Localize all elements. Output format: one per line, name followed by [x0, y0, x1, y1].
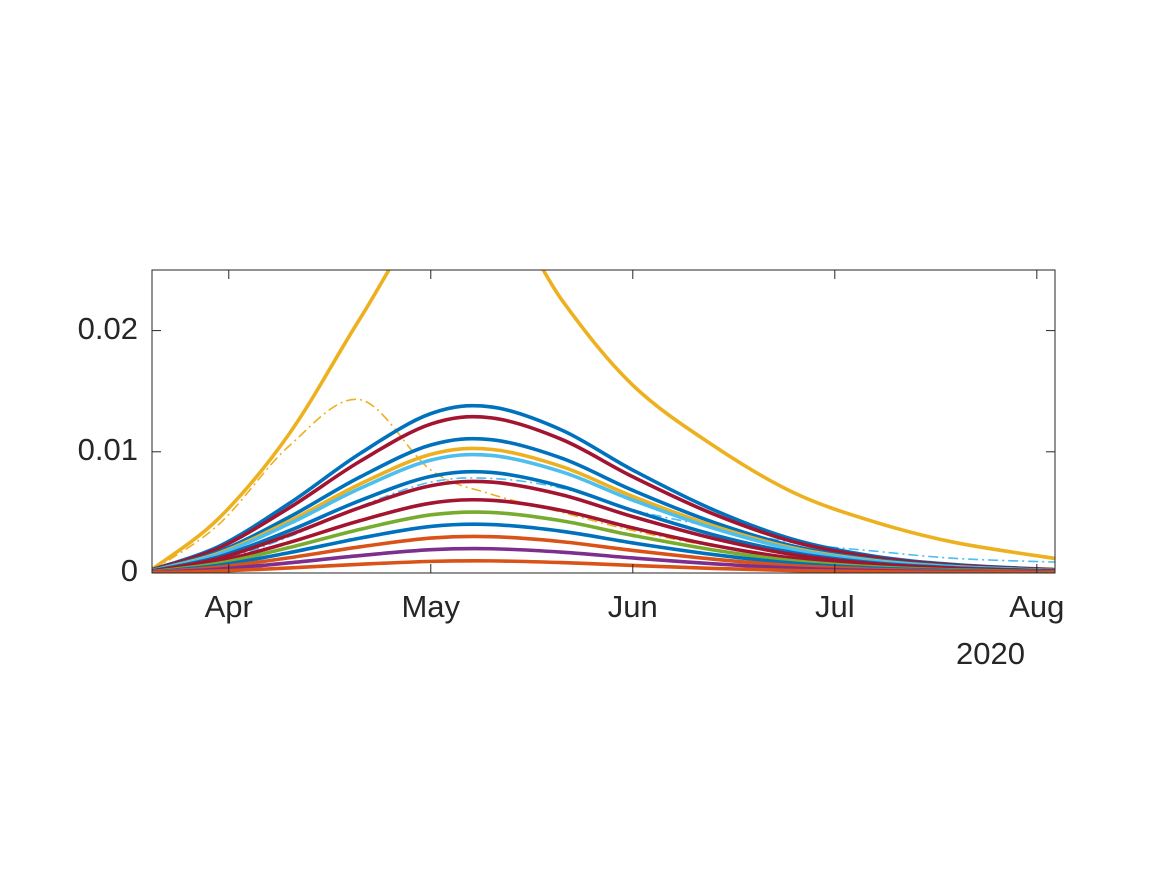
x-tick-label: May [401, 589, 460, 624]
x-tick-label: Apr [205, 589, 253, 624]
x-tick-label: Aug [1009, 589, 1064, 624]
series-line [152, 398, 1055, 572]
series-line [152, 558, 1055, 573]
y-tick-label: 0 [121, 553, 138, 588]
series-line [152, 270, 1055, 571]
series-line [152, 479, 1055, 573]
plot-area [152, 270, 1055, 573]
x-tick-label: Jun [608, 589, 658, 624]
series-line [152, 414, 1055, 572]
y-tick-label: 0.01 [78, 432, 138, 467]
axes-box [151, 269, 1056, 574]
y-tick-label: 0.02 [78, 311, 138, 346]
x-tick-label: Jul [815, 589, 855, 624]
x-secondary-label: 2020 [956, 636, 1025, 671]
